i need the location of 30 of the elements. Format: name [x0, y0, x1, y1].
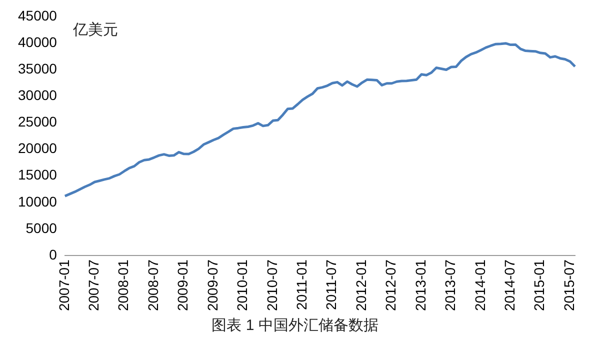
- y-tick-label: 25000: [18, 114, 58, 130]
- x-tick-label: 2009-01: [174, 259, 191, 312]
- x-tick-label: 2012-01: [352, 259, 369, 312]
- y-tick-label: 0: [49, 246, 58, 262]
- x-tick-label: 2010-07: [264, 259, 280, 312]
- x-tick-label: 2007-07: [86, 259, 102, 312]
- x-tick-label: 2009-07: [204, 259, 220, 312]
- x-tick-label: 2014-01: [472, 259, 488, 312]
- text: 图表 1 中国外汇储备数据: [212, 317, 378, 334]
- x-tick-label: 2015-07: [560, 259, 577, 312]
- x-tick-label: 2010-01: [234, 259, 250, 312]
- y-tick-label: 40000: [18, 34, 58, 50]
- y-tick-label: 10000: [18, 193, 58, 210]
- y-tick-label: 20000: [18, 140, 58, 156]
- x-tick-label: 2007-01: [56, 259, 72, 312]
- x-tick-label: 2015-01: [531, 259, 548, 312]
- y-tick-label: 5000: [26, 220, 58, 236]
- x-tick-label: 2014-07: [501, 259, 518, 312]
- x-tick-label: 2013-01: [412, 259, 428, 312]
- y-axis-title: 亿美元: [72, 22, 118, 39]
- x-tick-label: 2008-07: [144, 259, 161, 312]
- x-tick-label: 2012-07: [382, 259, 399, 312]
- x-tick-label: 2011-01: [293, 259, 310, 310]
- y-tick-label: 45000: [18, 7, 58, 24]
- y-tick-label: 35000: [18, 60, 58, 76]
- y-tick-label: 30000: [18, 87, 58, 103]
- x-tick-label: 2008-01: [115, 259, 132, 312]
- y-tick-label: 15000: [18, 166, 58, 183]
- x-tick-label: 2013-07: [442, 259, 458, 312]
- x-tick-label: 2011-07: [323, 259, 340, 310]
